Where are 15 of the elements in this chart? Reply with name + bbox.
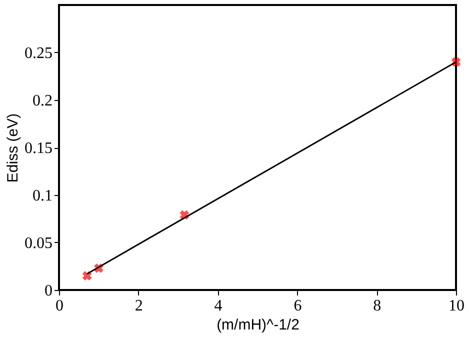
y-tick-label: 0.25 bbox=[24, 45, 52, 62]
y-tick-label: 0.2 bbox=[32, 92, 52, 110]
y-axis-title: Ediss (eV) bbox=[4, 113, 22, 183]
y-tick-label: 0 bbox=[44, 282, 52, 300]
x-tick-label: 2 bbox=[134, 298, 143, 314]
x-tick-label: 0 bbox=[56, 298, 64, 314]
y-tick-label: 0.1 bbox=[32, 188, 52, 204]
y-tick-label: 0.05 bbox=[24, 235, 52, 252]
x-axis-title: (m/mH)^-1/2 bbox=[216, 316, 300, 334]
x-tick-label: 6 bbox=[294, 298, 302, 314]
x-tick-label: 10 bbox=[448, 298, 464, 314]
x-tick-label: 4 bbox=[214, 298, 222, 314]
point bbox=[82, 271, 92, 280]
y-tick-label: 0.15 bbox=[24, 140, 52, 157]
x-tick-label: 8 bbox=[373, 298, 382, 314]
